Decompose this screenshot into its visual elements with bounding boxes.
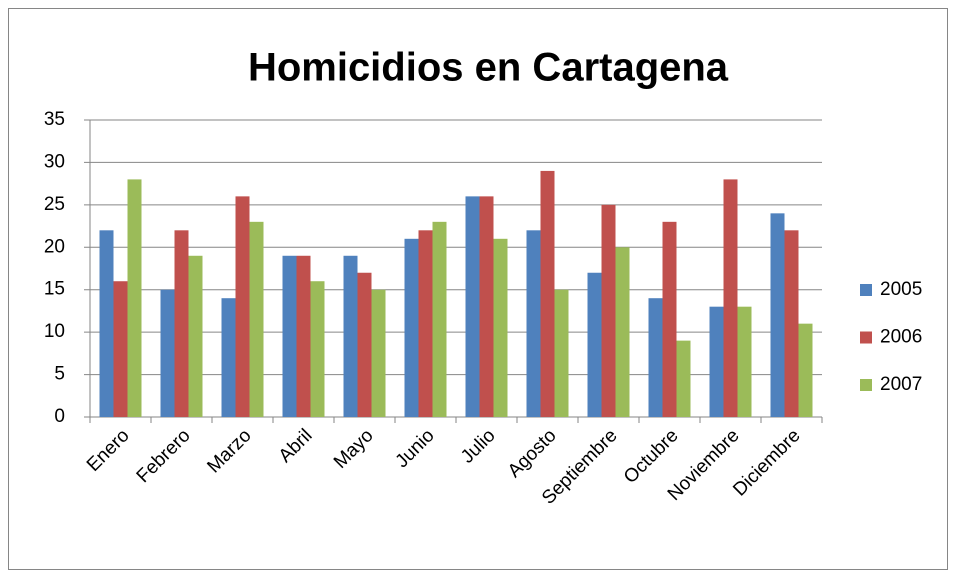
bar xyxy=(99,230,114,417)
bar xyxy=(479,196,494,417)
bar xyxy=(798,323,813,417)
bar xyxy=(418,230,433,417)
y-tick-label: 35 xyxy=(44,109,65,130)
bar xyxy=(282,255,297,417)
bar xyxy=(432,221,447,417)
y-tick-label: 20 xyxy=(44,236,65,257)
legend-label: 2006 xyxy=(880,327,922,348)
bar xyxy=(662,221,677,417)
bar xyxy=(221,298,236,417)
bar xyxy=(601,204,616,417)
bar xyxy=(648,298,663,417)
y-tick-label: 30 xyxy=(44,151,65,172)
bar xyxy=(737,306,752,417)
bar xyxy=(357,272,372,417)
bar xyxy=(526,230,541,417)
bar xyxy=(723,179,738,417)
bar xyxy=(465,196,480,417)
bar xyxy=(249,221,264,417)
bar xyxy=(784,230,799,417)
bar xyxy=(709,306,724,417)
y-tick-label: 0 xyxy=(54,406,65,427)
bar xyxy=(770,213,785,417)
y-tick-label: 10 xyxy=(44,321,65,342)
bar xyxy=(371,289,386,417)
y-tick-label: 5 xyxy=(54,364,65,385)
y-tick-label: 15 xyxy=(44,279,65,300)
bar xyxy=(554,289,569,417)
legend-label: 2007 xyxy=(880,374,922,395)
bar xyxy=(587,272,602,417)
chart-title: Homicidios en Cartagena xyxy=(248,46,729,90)
bar xyxy=(615,247,630,417)
bar xyxy=(113,281,128,417)
legend-label: 2005 xyxy=(880,279,922,300)
bar xyxy=(127,179,142,417)
legend-swatch xyxy=(860,284,872,296)
legend-swatch xyxy=(860,331,872,344)
bar xyxy=(160,289,175,417)
bar xyxy=(540,170,555,417)
legend-swatch xyxy=(860,379,872,391)
bar xyxy=(310,281,325,417)
bar xyxy=(676,340,691,417)
bar xyxy=(188,255,203,417)
bar xyxy=(493,238,508,417)
y-tick-label: 25 xyxy=(44,194,65,215)
bar xyxy=(235,196,250,417)
bar xyxy=(296,255,311,417)
bar xyxy=(404,238,419,417)
bar xyxy=(174,230,189,417)
bar xyxy=(343,255,358,417)
